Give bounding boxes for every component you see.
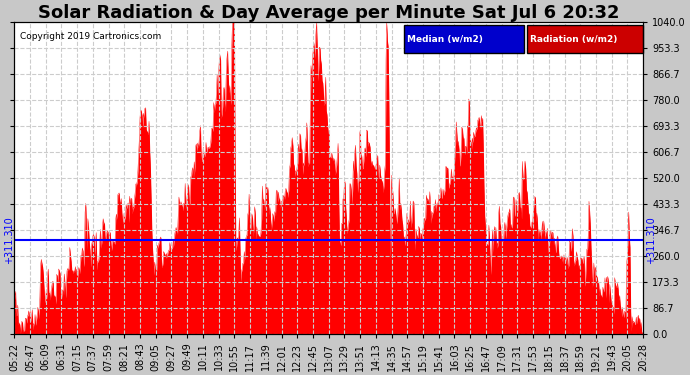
FancyBboxPatch shape — [527, 26, 643, 54]
FancyBboxPatch shape — [404, 26, 524, 54]
Text: Copyright 2019 Cartronics.com: Copyright 2019 Cartronics.com — [21, 32, 161, 40]
Text: +311.310: +311.310 — [4, 217, 14, 264]
Text: Radiation (w/m2): Radiation (w/m2) — [530, 35, 618, 44]
Title: Solar Radiation & Day Average per Minute Sat Jul 6 20:32: Solar Radiation & Day Average per Minute… — [38, 4, 620, 22]
Text: Median (w/m2): Median (w/m2) — [407, 35, 483, 44]
Text: +311.310: +311.310 — [646, 217, 656, 264]
